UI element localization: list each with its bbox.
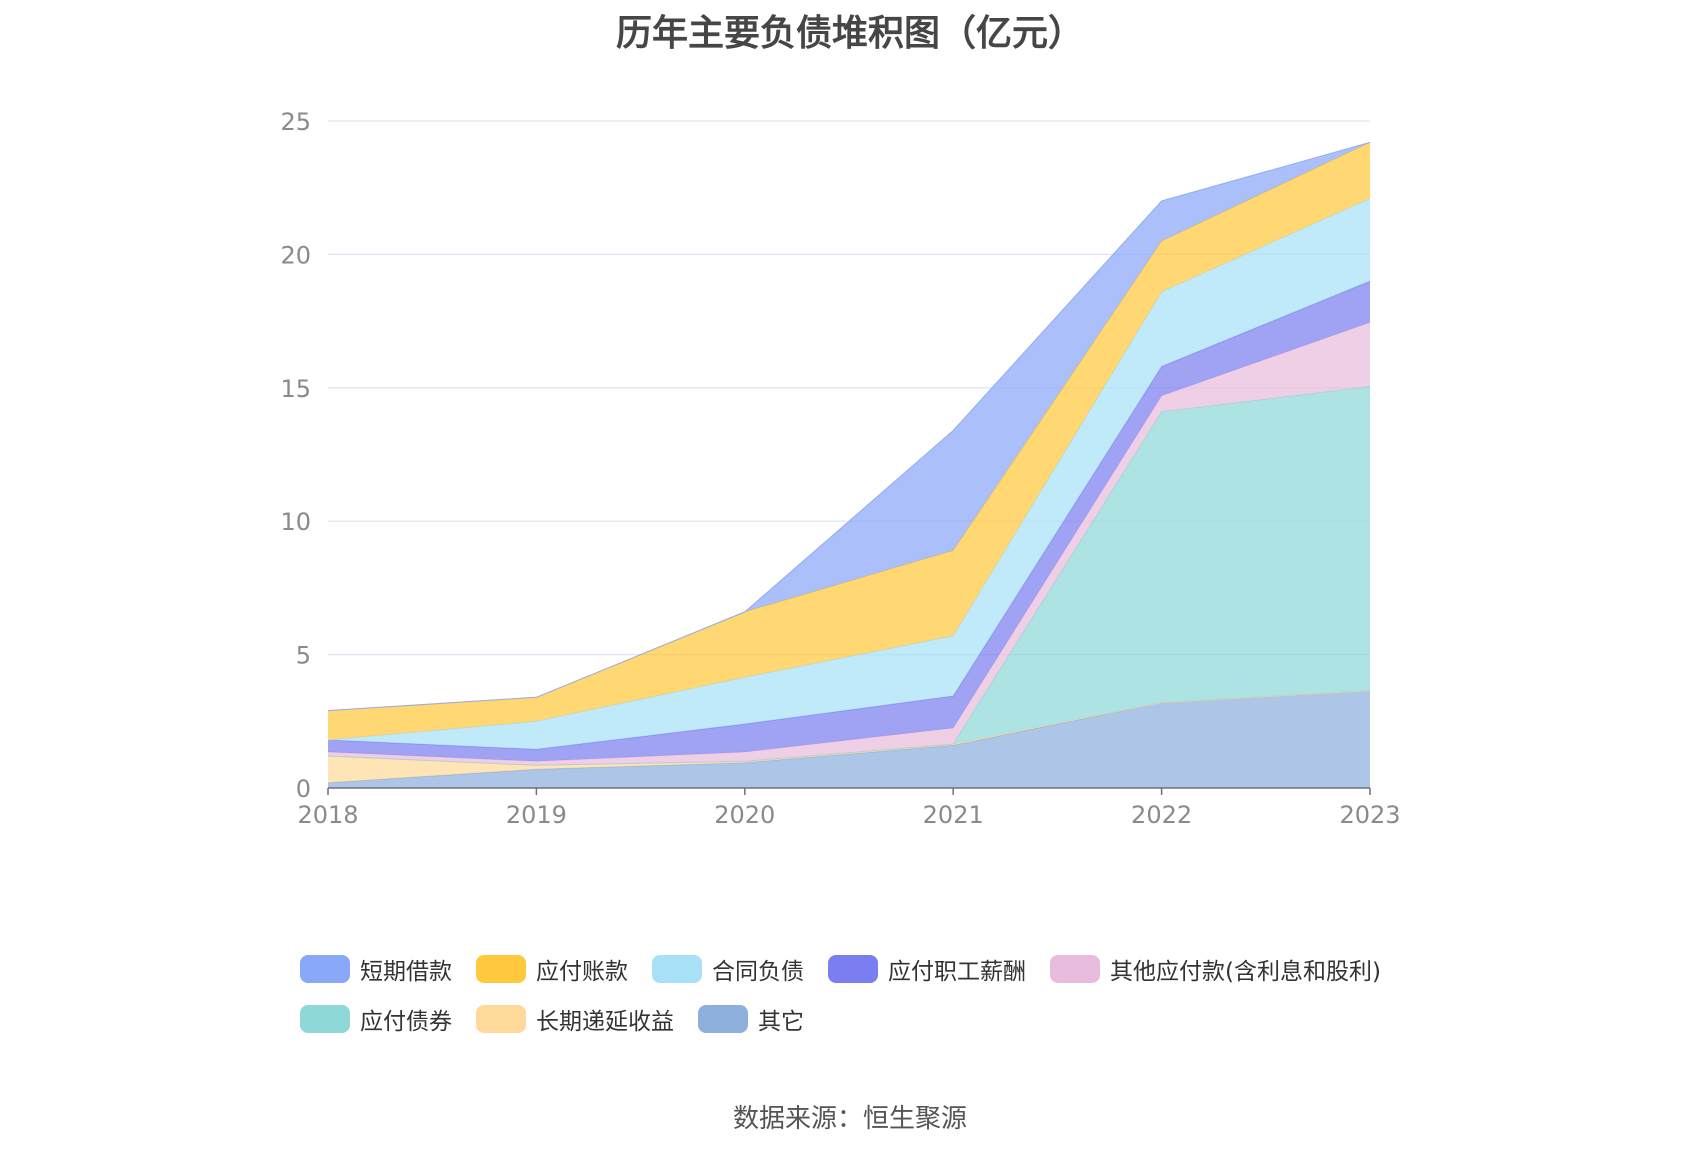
chart-title: 历年主要负债堆积图（亿元） (615, 13, 1084, 54)
legend-label: 其它 (758, 1009, 804, 1035)
area-series-1[interactable] (328, 690, 1370, 783)
data-source-note: 数据来源：恒生聚源 (732, 1104, 967, 1134)
area-edge-7 (327, 141, 1371, 712)
legend-item-bonds-payable[interactable]: 应付债券 (300, 1002, 452, 1036)
x-tick-label: 2020 (714, 801, 775, 829)
legend-row-1: 短期借款 应付账款 合同负债 应付职工薪酬 其他应付款(含利息和股利) (300, 944, 1460, 994)
y-tick-label: 25 (280, 108, 311, 136)
y-tick-label: 10 (280, 508, 311, 536)
legend-swatch (1050, 955, 1100, 983)
area-layer (327, 141, 1371, 788)
area-series-3[interactable] (328, 322, 1370, 766)
y-tick-label: 5 (296, 642, 311, 670)
legend-label: 应付债券 (360, 1009, 452, 1035)
x-tick-label: 2019 (506, 801, 567, 829)
legend-swatch (300, 955, 350, 983)
area-series-5[interactable] (328, 198, 1370, 750)
legend-item-other-payables[interactable]: 其他应付款(含利息和股利) (1050, 952, 1381, 986)
legend-item-accounts-payable[interactable]: 应付账款 (476, 952, 628, 986)
legend-swatch (476, 955, 526, 983)
legend-item-short-term-loans[interactable]: 短期借款 (300, 952, 452, 986)
stacked-area-chart: 0 5 10 15 20 25 2018 2019 2020 2021 2022 2023 (280, 108, 1400, 829)
legend-swatch (698, 1005, 748, 1033)
y-tick-label: 15 (280, 375, 311, 403)
axis-layer: 0 5 10 15 20 25 2018 2019 2020 2021 2022 2023 (280, 108, 1400, 829)
area-series-4[interactable] (328, 281, 1370, 762)
area-series-7[interactable] (328, 142, 1370, 711)
legend-item-contract-liabilities[interactable]: 合同负债 (652, 952, 804, 986)
area-edge-2 (327, 386, 1371, 766)
legend-swatch (828, 955, 878, 983)
y-tick-label: 0 (296, 775, 311, 803)
legend: 短期借款 应付账款 合同负债 应付职工薪酬 其他应付款(含利息和股利) (300, 944, 1460, 1044)
x-tick-label: 2022 (1131, 801, 1192, 829)
legend-label: 长期递延收益 (536, 1009, 674, 1035)
area-series-2[interactable] (328, 386, 1370, 766)
legend-swatch (300, 1005, 350, 1033)
legend-row-2: 应付债券 长期递延收益 其它 (300, 994, 1460, 1044)
x-tick-label: 2023 (1339, 801, 1400, 829)
legend-swatch (652, 955, 702, 983)
area-series-6[interactable] (328, 142, 1370, 741)
legend-label: 合同负债 (712, 959, 804, 985)
legend-label: 应付职工薪酬 (888, 959, 1026, 985)
x-tick-label: 2021 (923, 801, 984, 829)
y-tick-label: 20 (280, 241, 311, 269)
legend-swatch (476, 1005, 526, 1033)
legend-label: 其他应付款(含利息和股利) (1110, 959, 1381, 985)
legend-label: 短期借款 (360, 959, 452, 985)
legend-item-deferred-income[interactable]: 长期递延收益 (476, 1002, 674, 1036)
legend-item-other[interactable]: 其它 (698, 1002, 804, 1036)
legend-item-payroll-payable[interactable]: 应付职工薪酬 (828, 952, 1026, 986)
legend-label: 应付账款 (536, 959, 628, 985)
area-series-0[interactable] (328, 690, 1370, 788)
x-tick-label: 2018 (297, 801, 358, 829)
